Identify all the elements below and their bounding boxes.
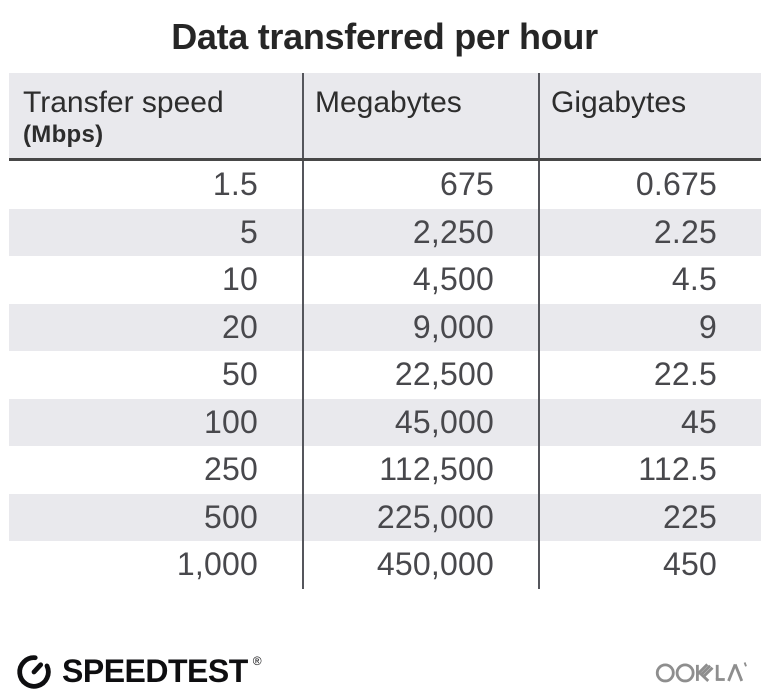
cell-gigabytes: 9 bbox=[538, 303, 761, 351]
cell-speed: 10 bbox=[222, 261, 258, 298]
cell-megabytes: 45,000 bbox=[302, 398, 538, 446]
cell-speed: 5 bbox=[240, 213, 258, 250]
cell-speed: 500 bbox=[204, 498, 258, 535]
table-row: 1,000 450,000 450 bbox=[9, 541, 761, 589]
cell-speed: 20 bbox=[222, 308, 258, 345]
cell-megabytes: 4,500 bbox=[302, 256, 538, 304]
header-gigabytes: Gigabytes bbox=[538, 73, 761, 158]
ookla-wordmark-icon bbox=[655, 662, 747, 683]
cell-megabytes: 675 bbox=[302, 161, 538, 209]
header-transfer-speed: Transfer speed (Mbps) bbox=[9, 73, 302, 158]
cell-megabytes: 9,000 bbox=[302, 303, 538, 351]
cell-megabytes: 2,250 bbox=[302, 208, 538, 256]
table-body: 1.5 675 0.675 5 2,250 2.25 10 4,500 4.5 … bbox=[9, 161, 761, 589]
speedtest-logo: SPEEDTEST ® bbox=[13, 650, 262, 692]
table-row: 1.5 675 0.675 bbox=[9, 161, 761, 209]
page-title: Data transferred per hour bbox=[171, 16, 598, 57]
header-transfer-speed-label: Transfer speed bbox=[23, 86, 224, 119]
cell-speed: 250 bbox=[204, 451, 258, 488]
cell-speed: 50 bbox=[222, 356, 258, 393]
speedtest-gauge-icon bbox=[17, 655, 51, 689]
table-row: 500 225,000 225 bbox=[9, 493, 761, 541]
cell-gigabytes: 112.5 bbox=[538, 446, 761, 494]
cell-megabytes: 112,500 bbox=[302, 446, 538, 494]
table-row: 5 2,250 2.25 bbox=[9, 208, 761, 256]
table-row: 100 45,000 45 bbox=[9, 398, 761, 446]
speedtest-wordmark: SPEEDTEST bbox=[62, 652, 248, 689]
cell-gigabytes: 225 bbox=[538, 493, 761, 541]
cell-gigabytes: 45 bbox=[538, 398, 761, 446]
table-header-row: Transfer speed (Mbps) Megabytes Gigabyte… bbox=[9, 73, 761, 161]
table-row: 20 9,000 9 bbox=[9, 303, 761, 351]
cell-gigabytes: 450 bbox=[538, 541, 761, 589]
cell-speed: 1.5 bbox=[212, 166, 258, 203]
data-table: Transfer speed (Mbps) Megabytes Gigabyte… bbox=[9, 73, 761, 589]
registered-mark: ® bbox=[252, 654, 262, 668]
cell-gigabytes: 4.5 bbox=[538, 256, 761, 304]
cell-megabytes: 225,000 bbox=[302, 493, 538, 541]
cell-megabytes: 450,000 bbox=[302, 541, 538, 589]
header-mbps-unit: (Mbps) bbox=[23, 121, 104, 148]
ookla-logo: OOKLA bbox=[652, 654, 756, 688]
table-row: 250 112,500 112.5 bbox=[9, 446, 761, 494]
table-row: 50 22,500 22.5 bbox=[9, 351, 761, 399]
footer: SPEEDTEST ® OOKLA bbox=[13, 648, 756, 694]
cell-speed: 1,000 bbox=[176, 546, 258, 583]
cell-speed: 100 bbox=[204, 403, 258, 440]
table-row: 10 4,500 4.5 bbox=[9, 256, 761, 304]
header-megabytes: Megabytes bbox=[302, 73, 538, 158]
cell-gigabytes: 22.5 bbox=[538, 351, 761, 399]
cell-gigabytes: 0.675 bbox=[538, 161, 761, 209]
cell-megabytes: 22,500 bbox=[302, 351, 538, 399]
cell-gigabytes: 2.25 bbox=[538, 208, 761, 256]
